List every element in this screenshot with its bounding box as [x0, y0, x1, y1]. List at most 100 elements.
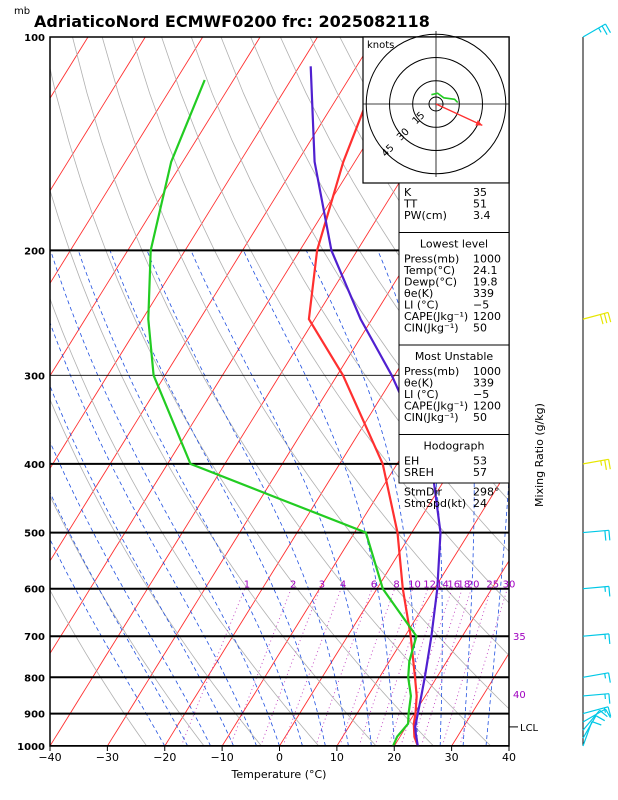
moist-adiabat-line — [243, 250, 395, 746]
index-value: 3.4 — [473, 209, 491, 222]
x-tick-label: −10 — [210, 751, 233, 764]
moist-adiabat-line — [190, 250, 372, 746]
mixing-ratio-label: 2 — [290, 580, 296, 591]
index-label: CIN(Jkg⁻¹) — [404, 411, 459, 424]
dry-adiabat-line — [50, 495, 205, 746]
mixing-ratio-label: 8 — [393, 580, 399, 591]
dry-adiabat-line — [50, 66, 434, 746]
index-label: LI (°C) — [404, 299, 439, 312]
index-value: 50 — [473, 411, 487, 424]
wind-barb — [582, 672, 611, 683]
index-value: 19.8 — [473, 276, 498, 289]
index-value: 1200 — [473, 400, 501, 413]
mixing-ratio-line — [420, 588, 472, 746]
x-tick-label: 20 — [387, 751, 401, 764]
pressure-tick-label: 900 — [24, 710, 45, 721]
mixing-ratio-label: 14 — [436, 580, 449, 591]
mixing-ratio-label: 12 — [423, 580, 436, 591]
dry-adiabat-line — [518, 37, 618, 746]
wind-barb — [582, 585, 611, 597]
wind-barb — [582, 633, 611, 644]
mixing-ratio-line — [229, 588, 292, 746]
mixing-ratio-label: 6 — [371, 580, 377, 591]
isotherm-line — [50, 37, 490, 746]
mixing-ratio-label: 4 — [340, 580, 346, 591]
profile-temperature-line — [307, 37, 419, 746]
pressure-tick-label: 400 — [24, 460, 45, 471]
dry-adiabat-line — [220, 37, 509, 502]
index-label: CIN(Jkg⁻¹) — [404, 322, 459, 335]
wind-barb — [582, 458, 611, 471]
isotherm-line — [336, 467, 509, 746]
index-label: θe(K) — [404, 287, 433, 300]
index-label: Temp(°C) — [403, 264, 455, 277]
index-label: TT — [403, 198, 418, 211]
index-value: 1000 — [473, 253, 501, 266]
mixing-ratio-label: 30 — [503, 580, 516, 591]
pressure-tick-label: 700 — [24, 632, 45, 643]
hodograph-wind-trace — [431, 92, 459, 104]
isotherm-line — [107, 97, 509, 746]
mixing-ratio-line — [260, 588, 321, 746]
moist-adiabat-line — [50, 491, 189, 746]
x-tick-label: −30 — [96, 751, 119, 764]
index-value: 298° — [473, 486, 500, 499]
hodograph-unit: knots — [367, 40, 394, 51]
x-tick-label: 0 — [276, 751, 283, 764]
mixing-ratio-label: 18 — [458, 580, 471, 591]
wind-barb — [582, 23, 612, 38]
mixing-ratio-label: 16 — [447, 580, 460, 591]
index-label: CAPE(Jkg⁻¹) — [404, 310, 468, 323]
index-value: −5 — [473, 388, 489, 401]
pressure-tick-label: 500 — [24, 529, 45, 540]
index-label: StmSpd(kt) — [404, 497, 466, 510]
wind-barb — [582, 709, 608, 731]
isotherm-line — [50, 37, 318, 470]
storm-motion-arrow — [435, 103, 483, 126]
x-tick-label: 40 — [502, 751, 516, 764]
index-label: Dewp(°C) — [404, 276, 457, 289]
index-value: 1000 — [473, 365, 501, 378]
pressure-tick-label: 100 — [24, 33, 45, 44]
mixing-ratio-axis-title: Mixing Ratio (g/kg) — [533, 403, 546, 507]
index-value: 24 — [473, 497, 487, 510]
moist-adiabat-line — [50, 250, 280, 746]
index-section-header: Lowest level — [420, 238, 488, 251]
x-axis-title: Temperature (°C) — [231, 768, 327, 781]
wind-barb — [582, 311, 612, 325]
wind-barb — [582, 529, 611, 541]
index-value: 57 — [473, 466, 487, 479]
pressure-tick-label: 800 — [24, 673, 45, 684]
moist-adiabat-line — [50, 321, 257, 746]
mixing-ratio-label: 20 — [467, 580, 480, 591]
index-value: 35 — [473, 186, 487, 199]
pressure-tick-label: 1000 — [17, 742, 45, 753]
index-value: 1200 — [473, 310, 501, 323]
index-label: LI (°C) — [404, 388, 439, 401]
storm-motion-arrowhead — [475, 120, 483, 126]
index-section-header: Most Unstable — [415, 350, 494, 363]
mixing-ratio-line — [411, 588, 463, 746]
isotherm-line — [50, 37, 261, 377]
index-label: K — [404, 186, 412, 199]
index-section-header: Hodograph — [424, 440, 485, 453]
dry-adiabat-line — [607, 37, 618, 746]
index-value: 24.1 — [473, 264, 498, 277]
indices-panel: K 35 TT 51 PW(cm) 3.4 Lowest level Press(mb) 100… — [398, 182, 510, 510]
index-label: CAPE(Jkg⁻¹) — [404, 400, 468, 413]
index-value: −5 — [473, 299, 489, 312]
pressure-unit-label: mb — [14, 6, 30, 17]
mixing-ratio-line — [315, 588, 373, 746]
isotherm-line — [50, 37, 146, 192]
profile-parcel-line — [309, 66, 442, 746]
isotherm-line — [279, 374, 509, 746]
x-tick-label: 10 — [330, 751, 344, 764]
x-tick-label: −20 — [153, 751, 176, 764]
index-label: θe(K) — [404, 377, 433, 390]
dry-adiabat-line — [161, 37, 509, 604]
dry-adiabat-line — [131, 37, 509, 656]
x-tick-label: 30 — [445, 751, 459, 764]
index-value: 51 — [473, 198, 487, 211]
